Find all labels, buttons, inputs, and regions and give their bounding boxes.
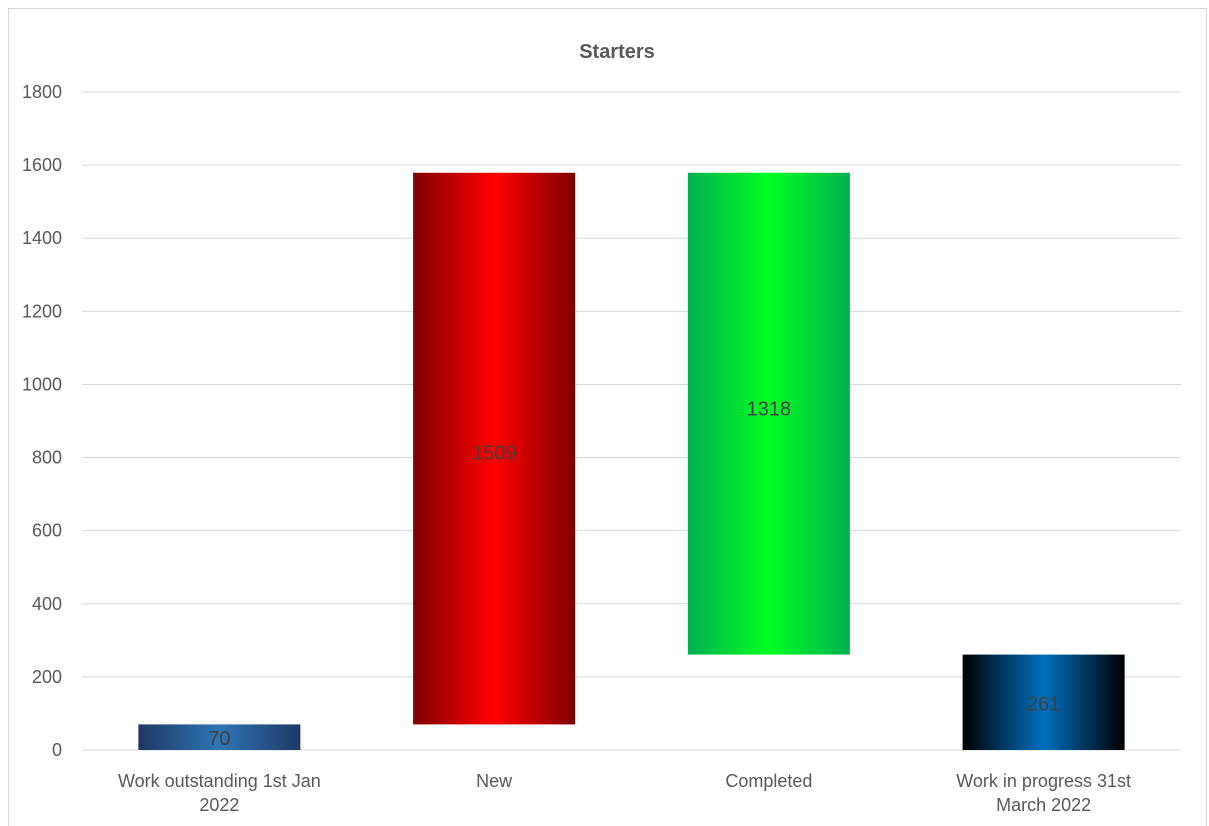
y-tick-label: 1200 xyxy=(22,301,62,321)
data-label-0: 70 xyxy=(208,728,230,750)
x-category-label: Work outstanding 1st Jan xyxy=(118,771,321,791)
x-category-label: Completed xyxy=(725,771,812,791)
x-category-label: New xyxy=(476,771,513,791)
bar-3 xyxy=(962,654,1125,750)
x-axis-labels: Work outstanding 1st Jan 2022 New Completed… xyxy=(118,771,1131,815)
bars: 70 1509 1318 261 xyxy=(138,172,1125,750)
x-category-label: 2022 xyxy=(199,795,239,815)
bar-0 xyxy=(138,724,301,750)
bar-2 xyxy=(687,172,850,655)
y-tick-label: 800 xyxy=(32,448,62,468)
y-tick-label: 1600 xyxy=(22,155,62,175)
chart-title: Starters xyxy=(579,41,655,63)
data-label-2: 1318 xyxy=(747,399,792,421)
data-label-1: 1509 xyxy=(472,443,517,465)
y-tick-label: 0 xyxy=(52,740,62,760)
y-tick-label: 1800 xyxy=(22,82,62,102)
x-category-label: Work in progress 31st xyxy=(956,771,1131,791)
bar-1 xyxy=(413,172,576,725)
y-tick-label: 600 xyxy=(32,521,62,541)
gridlines xyxy=(82,91,1181,751)
y-tick-label: 200 xyxy=(32,667,62,687)
x-category-label: March 2022 xyxy=(996,795,1091,815)
y-tick-label: 1400 xyxy=(22,228,62,248)
data-label-3: 261 xyxy=(1027,693,1060,715)
y-tick-label: 1000 xyxy=(22,374,62,394)
y-tick-label: 400 xyxy=(32,594,62,614)
y-axis-ticks: 0 200 400 600 800 1000 1200 1400 1600 1800 xyxy=(22,82,62,760)
